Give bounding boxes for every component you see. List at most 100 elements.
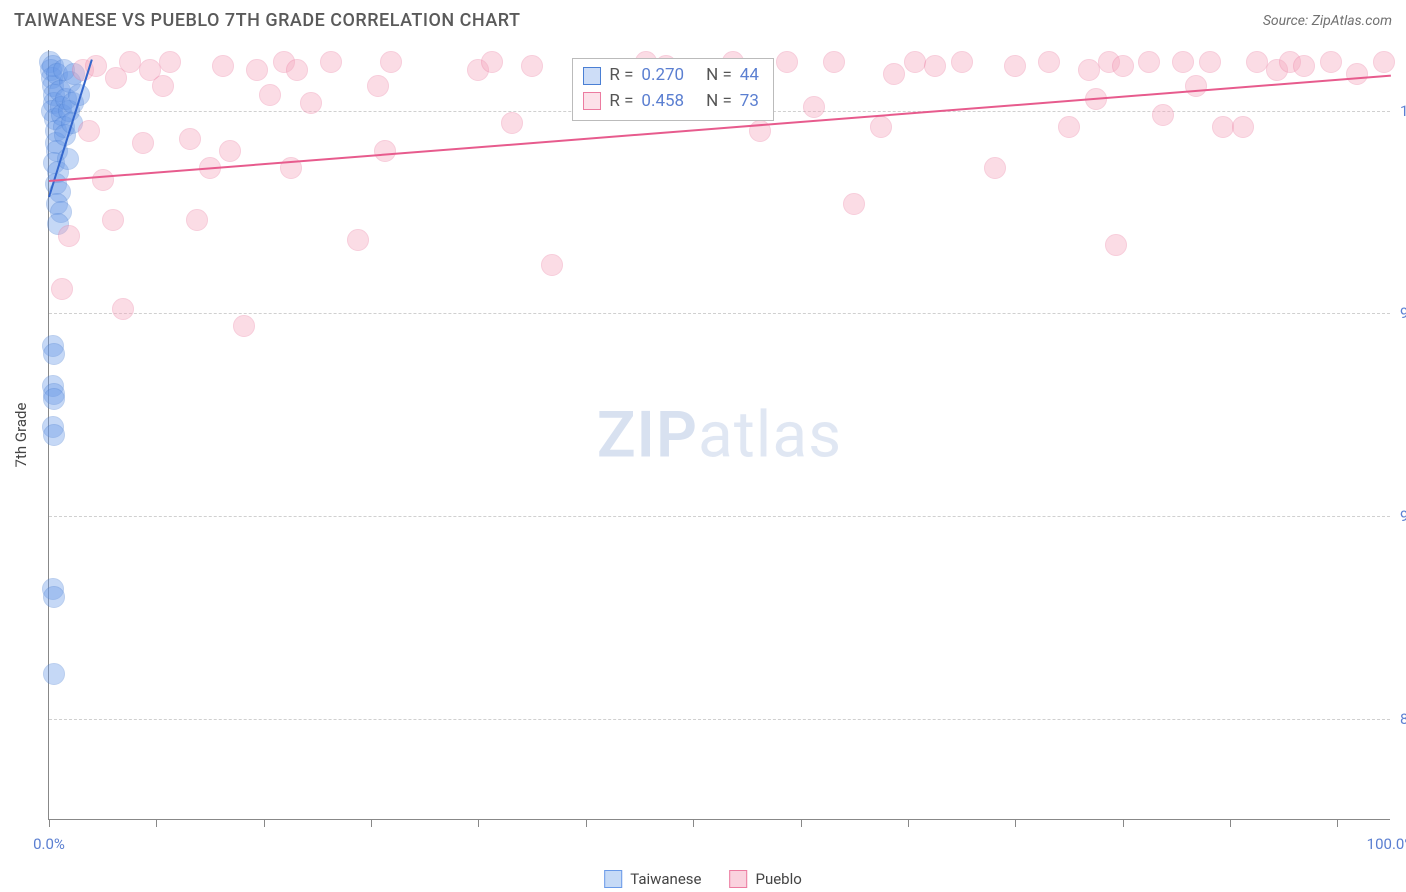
- data-point: [1212, 116, 1234, 138]
- data-point: [1172, 51, 1194, 73]
- data-point: [1058, 116, 1080, 138]
- x-tick-label: 0.0%: [33, 835, 65, 853]
- stat-r-label: R =: [609, 89, 633, 115]
- data-point: [1185, 75, 1207, 97]
- x-tick: [1337, 819, 1338, 827]
- data-point: [159, 51, 181, 73]
- legend: Taiwanese Pueblo: [604, 870, 802, 888]
- data-point: [43, 424, 65, 446]
- stat-n-label: N =: [706, 63, 732, 89]
- data-point: [1152, 104, 1174, 126]
- x-tick: [1230, 819, 1231, 827]
- gridline: [49, 719, 1390, 720]
- data-point: [219, 140, 241, 162]
- data-point: [904, 51, 926, 73]
- data-point: [924, 55, 946, 77]
- data-point: [1293, 55, 1315, 77]
- data-point: [43, 388, 65, 410]
- data-point: [1105, 234, 1127, 256]
- data-point: [186, 209, 208, 231]
- data-point: [300, 92, 322, 114]
- x-tick: [264, 819, 265, 827]
- data-point: [152, 75, 174, 97]
- scatter-chart: 7th Grade ZIPatlas 85.0%90.0%95.0%100.0%…: [48, 50, 1390, 820]
- stat-r-label: R =: [609, 63, 633, 89]
- x-tick-label: 100.0%: [1367, 835, 1406, 853]
- data-point: [212, 55, 234, 77]
- gridline: [49, 516, 1390, 517]
- data-point: [102, 209, 124, 231]
- data-point: [233, 315, 255, 337]
- data-point: [1246, 51, 1268, 73]
- data-point: [1320, 51, 1342, 73]
- stats-row: R = 0.458 N = 73: [583, 89, 759, 115]
- legend-item: Taiwanese: [604, 870, 701, 888]
- y-tick-label: 90.0%: [1400, 507, 1406, 525]
- data-point: [1138, 51, 1160, 73]
- data-point: [246, 59, 268, 81]
- data-point: [501, 112, 523, 134]
- data-point: [984, 157, 1006, 179]
- data-point: [43, 663, 65, 685]
- data-point: [1346, 63, 1368, 85]
- data-point: [119, 51, 141, 73]
- data-point: [132, 132, 154, 154]
- data-point: [320, 51, 342, 73]
- gridline: [49, 313, 1390, 314]
- data-point: [541, 254, 563, 276]
- data-point: [179, 128, 201, 150]
- chart-header: TAIWANESE VS PUEBLO 7TH GRADE CORRELATIO…: [0, 0, 1406, 37]
- data-point: [43, 586, 65, 608]
- legend-label: Taiwanese: [630, 870, 701, 888]
- x-tick: [586, 819, 587, 827]
- data-point: [51, 278, 73, 300]
- x-tick: [1015, 819, 1016, 827]
- y-axis-label: 7th Grade: [12, 402, 30, 467]
- stat-n-value: 44: [740, 63, 759, 89]
- watermark: ZIPatlas: [597, 397, 842, 472]
- series-swatch: [583, 67, 601, 85]
- y-tick-label: 85.0%: [1400, 710, 1406, 728]
- data-point: [58, 225, 80, 247]
- data-point: [78, 120, 100, 142]
- data-point: [92, 169, 114, 191]
- data-point: [843, 193, 865, 215]
- stat-r-value: 0.270: [641, 63, 684, 89]
- data-point: [43, 343, 65, 365]
- y-tick-label: 95.0%: [1400, 304, 1406, 322]
- data-point: [380, 51, 402, 73]
- data-point: [1112, 55, 1134, 77]
- x-tick: [49, 819, 50, 827]
- data-point: [481, 51, 503, 73]
- legend-swatch: [729, 870, 747, 888]
- data-point: [1078, 59, 1100, 81]
- data-point: [347, 229, 369, 251]
- data-point: [1232, 116, 1254, 138]
- data-point: [823, 51, 845, 73]
- chart-title: TAIWANESE VS PUEBLO 7TH GRADE CORRELATIO…: [14, 10, 520, 31]
- data-point: [1373, 51, 1395, 73]
- data-point: [951, 51, 973, 73]
- stats-row: R = 0.270 N = 44: [583, 63, 759, 89]
- stat-r-value: 0.458: [641, 89, 684, 115]
- legend-item: Pueblo: [729, 870, 801, 888]
- stat-n-label: N =: [706, 89, 732, 115]
- data-point: [803, 96, 825, 118]
- data-point: [259, 84, 281, 106]
- legend-label: Pueblo: [755, 870, 801, 888]
- x-tick: [156, 819, 157, 827]
- data-point: [286, 59, 308, 81]
- x-tick: [908, 819, 909, 827]
- x-tick: [801, 819, 802, 827]
- data-point: [374, 140, 396, 162]
- data-point: [521, 55, 543, 77]
- data-point: [870, 116, 892, 138]
- stat-n-value: 73: [740, 89, 759, 115]
- data-point: [1199, 51, 1221, 73]
- x-tick: [1123, 819, 1124, 827]
- series-swatch: [583, 92, 601, 110]
- data-point: [883, 63, 905, 85]
- source-attribution: Source: ZipAtlas.com: [1263, 13, 1392, 29]
- stats-box: R = 0.270 N = 44 R = 0.458 N = 73: [572, 58, 774, 121]
- legend-swatch: [604, 870, 622, 888]
